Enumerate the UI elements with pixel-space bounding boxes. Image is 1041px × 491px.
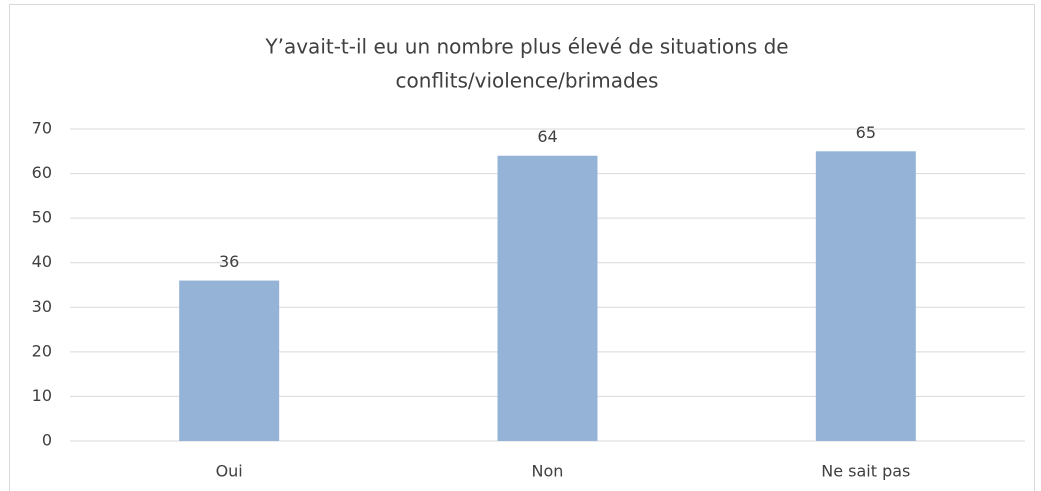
value-label: 36 bbox=[219, 252, 239, 271]
y-tick-label: 20 bbox=[32, 341, 52, 360]
bar bbox=[179, 280, 280, 441]
value-label: 65 bbox=[856, 123, 876, 142]
x-tick-label: Oui bbox=[216, 462, 243, 481]
chart-title: Y’avait-t-il eu un nombre plus élevé de … bbox=[264, 35, 788, 59]
y-tick-label: 0 bbox=[42, 431, 52, 450]
bar bbox=[497, 155, 598, 441]
bar bbox=[815, 151, 916, 442]
chart-title: conflits/violence/brimades bbox=[396, 69, 659, 93]
x-tick-label: Non bbox=[532, 462, 564, 481]
value-label: 64 bbox=[537, 127, 557, 146]
y-tick-label: 10 bbox=[32, 386, 52, 405]
y-tick-label: 50 bbox=[32, 208, 52, 227]
y-tick-label: 30 bbox=[32, 297, 52, 316]
y-tick-label: 70 bbox=[32, 119, 52, 138]
y-tick-label: 40 bbox=[32, 252, 52, 271]
x-tick-label: Ne sait pas bbox=[821, 462, 910, 481]
y-tick-label: 60 bbox=[32, 163, 52, 182]
